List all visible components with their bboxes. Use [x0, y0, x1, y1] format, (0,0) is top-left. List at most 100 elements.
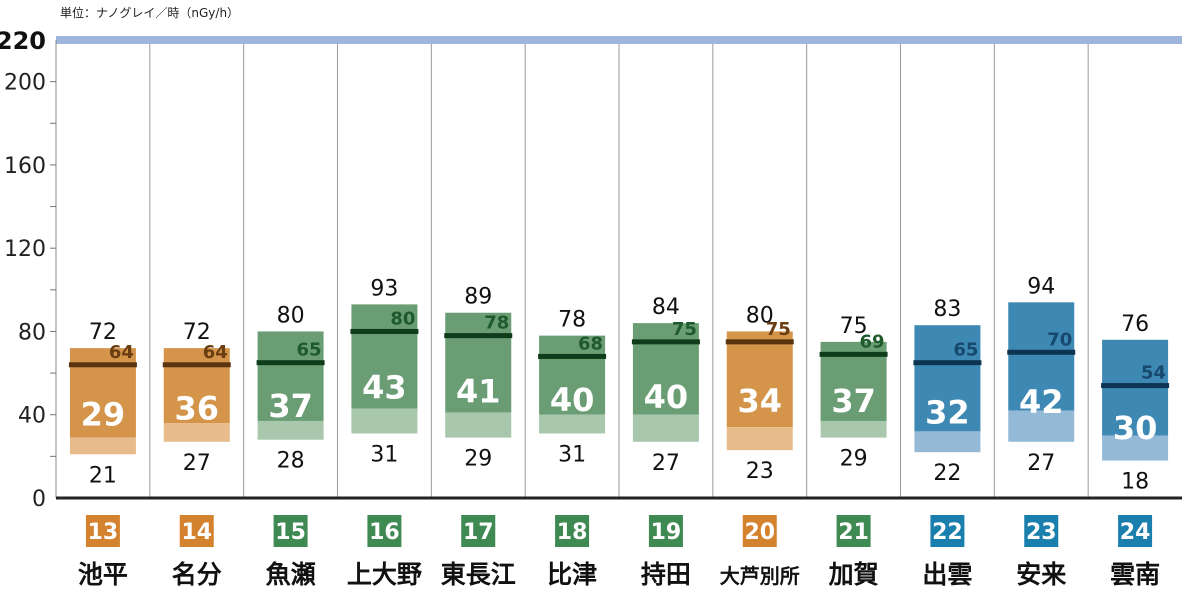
unit-label: 単位：ナノグレイ／時（nGy/h）: [60, 6, 240, 20]
value-label: 32: [925, 393, 970, 431]
avg-line: [631, 339, 700, 345]
station-badge: [742, 515, 777, 547]
bar-lower: [632, 414, 699, 442]
station-number: 15: [275, 520, 306, 545]
min-label: 21: [89, 463, 117, 488]
station-badge: [836, 515, 871, 547]
top-band: [56, 36, 1182, 44]
station-badge: [367, 515, 402, 547]
station-badge: [555, 515, 590, 547]
bar-upper: [1008, 302, 1075, 411]
station-badge: [461, 515, 496, 547]
bar-upper: [351, 304, 418, 409]
min-label: 23: [746, 459, 774, 484]
max-label: 72: [183, 320, 211, 345]
max-label: 75: [840, 314, 868, 339]
avg-line: [913, 360, 982, 366]
station-badge: [85, 515, 120, 547]
y-tick-label: 0: [32, 487, 46, 512]
bar-upper: [445, 312, 512, 413]
avg-line: [350, 328, 419, 334]
max-label: 89: [464, 285, 492, 310]
min-label: 27: [183, 451, 211, 476]
min-label: 27: [652, 451, 680, 476]
max-label: 78: [558, 308, 586, 333]
max-label: 80: [746, 303, 774, 328]
max-label: 84: [652, 295, 680, 320]
value-label: 42: [1019, 383, 1064, 421]
min-label: 27: [1027, 451, 1055, 476]
station-number: 18: [557, 520, 588, 545]
station-name: 池平: [78, 560, 128, 589]
avg-label: 75: [766, 319, 791, 340]
station-number: 24: [1120, 520, 1151, 545]
max-label: 93: [370, 276, 398, 301]
avg-line: [68, 362, 137, 368]
avg-line: [819, 351, 888, 357]
avg-label: 70: [1047, 329, 1072, 350]
min-label: 29: [464, 447, 492, 472]
avg-label: 54: [1141, 363, 1166, 384]
min-label: 18: [1121, 470, 1149, 495]
value-label: 37: [831, 382, 876, 420]
bar-lower: [1102, 435, 1169, 461]
avg-label: 80: [390, 308, 415, 329]
avg-label: 69: [860, 331, 885, 352]
station-badge: [273, 515, 308, 547]
y-tick-label: 160: [4, 154, 46, 179]
bar-upper: [726, 331, 793, 428]
min-label: 31: [558, 442, 586, 467]
avg-line: [256, 360, 325, 366]
min-label: 28: [277, 449, 305, 474]
station-name: 持田: [641, 560, 691, 589]
station-name: 出雲: [922, 560, 972, 589]
avg-line: [1101, 383, 1170, 389]
min-label: 31: [370, 442, 398, 467]
bar-lower: [539, 414, 606, 434]
value-label: 43: [362, 368, 407, 406]
min-label: 29: [840, 447, 868, 472]
y-tick-label: 40: [18, 404, 46, 429]
avg-line: [444, 333, 513, 339]
station-number: 23: [1026, 520, 1057, 545]
station-badge: [648, 515, 683, 547]
station-name: 上大野: [347, 560, 422, 589]
max-label: 80: [277, 303, 305, 328]
bar-lower: [163, 423, 230, 442]
station-name: 大芦別所: [720, 564, 800, 588]
station-number: 22: [932, 520, 963, 545]
station-number: 14: [181, 520, 212, 545]
avg-label: 68: [578, 333, 603, 354]
avg-label: 64: [109, 342, 134, 363]
bar-upper: [632, 323, 699, 415]
value-label: 29: [81, 396, 126, 434]
y-tick-label: 120: [4, 237, 46, 262]
station-name: 雲南: [1110, 560, 1160, 589]
station-number: 21: [838, 520, 869, 545]
bar-lower: [914, 431, 981, 453]
bar-lower: [820, 420, 887, 438]
max-label: 76: [1121, 312, 1149, 337]
station-badge: [930, 515, 965, 547]
min-label: 22: [933, 461, 961, 486]
station-name: 東長江: [441, 560, 516, 589]
max-label: 83: [933, 297, 961, 322]
value-label: 34: [737, 382, 782, 420]
value-label: 41: [456, 373, 501, 411]
avg-label: 64: [203, 342, 228, 363]
bar-lower: [726, 427, 793, 451]
value-label: 37: [268, 387, 313, 425]
value-label: 30: [1113, 409, 1158, 447]
station-number: 19: [651, 520, 682, 545]
value-label: 40: [644, 378, 689, 416]
avg-label: 78: [484, 313, 509, 334]
bar-lower: [69, 437, 136, 455]
value-label: 40: [550, 381, 595, 419]
station-number: 16: [369, 520, 400, 545]
y-tick-label: 200: [4, 71, 46, 96]
station-number: 20: [744, 520, 775, 545]
bar-upper: [257, 331, 324, 421]
station-name: 加賀: [828, 560, 879, 589]
bar-upper: [163, 348, 230, 424]
station-name: 名分: [172, 560, 222, 589]
